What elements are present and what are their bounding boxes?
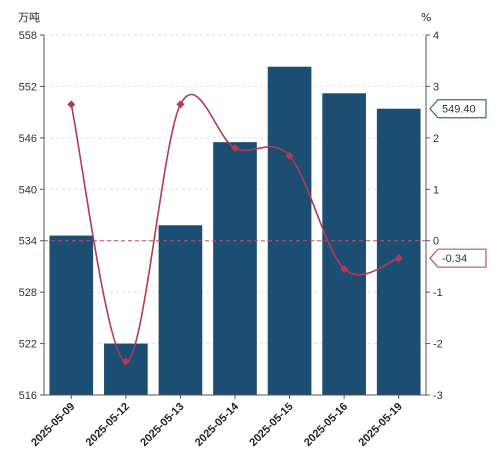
line-point xyxy=(231,144,239,153)
y-left-tick-label: 552 xyxy=(19,81,37,93)
line-point xyxy=(340,265,349,273)
bar-last-callout-box xyxy=(429,99,487,119)
y-left-tick-label: 558 xyxy=(19,30,37,42)
x-tick-label: 2025-05-19 xyxy=(357,401,405,449)
bar xyxy=(267,66,312,395)
y-left-tick-label: 540 xyxy=(19,184,37,196)
y-right-unit: % xyxy=(421,11,431,24)
bar-series xyxy=(49,66,421,396)
line-point xyxy=(121,357,130,366)
y-right-tick-label: 0 xyxy=(433,236,439,248)
line-path xyxy=(70,93,399,363)
y-right-tick-label: 4 xyxy=(433,30,439,42)
x-tick-label: 2025-05-16 xyxy=(302,401,350,449)
x-tick-label: 2025-05-12 xyxy=(84,401,132,449)
y-left-tick-label: 534 xyxy=(19,236,37,248)
line-last-callout-label: -0.34 xyxy=(442,253,467,265)
bar xyxy=(158,225,203,395)
line-point xyxy=(394,254,403,263)
callouts: 549.40 -0.34 xyxy=(429,99,487,268)
y-right-ticks: -3 -2 -1 0 1 2 3 4 xyxy=(426,30,443,402)
x-tick-label: 2025-05-15 xyxy=(247,401,295,449)
y-left-tick-label: 528 xyxy=(19,287,37,299)
y-right-tick-label: 1 xyxy=(433,184,439,196)
y-left-tick-label: 516 xyxy=(19,390,37,402)
y-left-unit: 万吨 xyxy=(18,11,40,24)
y-left-tick-label: 522 xyxy=(19,339,37,351)
line-point xyxy=(285,151,294,160)
x-tick-label: 2025-05-09 xyxy=(29,401,77,449)
y-left-tick-label: 546 xyxy=(19,133,37,145)
bar xyxy=(376,108,421,395)
bar xyxy=(104,343,148,395)
bar-last-callout-label: 549.40 xyxy=(442,104,476,116)
x-tick-label: 2025-05-13 xyxy=(138,401,186,449)
y-right-tick-label: 3 xyxy=(433,81,439,93)
bar xyxy=(49,235,94,395)
bar-last-callout: 549.40 xyxy=(429,99,487,119)
y-right-tick-label: 2 xyxy=(433,133,439,145)
line-series xyxy=(67,93,403,366)
y-right-tick-label: -3 xyxy=(433,390,443,402)
y-left-ticks: 516 522 528 534 540 546 552 558 xyxy=(19,30,44,402)
y-right-tick-label: -2 xyxy=(433,339,443,351)
bar xyxy=(213,142,257,395)
line-last-callout-box xyxy=(429,248,487,268)
y-right-tick-label: -1 xyxy=(433,287,443,299)
x-ticks: 2025-05-09 2025-05-12 2025-05-13 2025-05-14… xyxy=(29,395,405,449)
line-point xyxy=(176,100,185,109)
line-last-callout: -0.34 xyxy=(429,248,487,268)
line-point xyxy=(67,100,76,109)
x-tick-label: 2025-05-14 xyxy=(193,400,242,449)
